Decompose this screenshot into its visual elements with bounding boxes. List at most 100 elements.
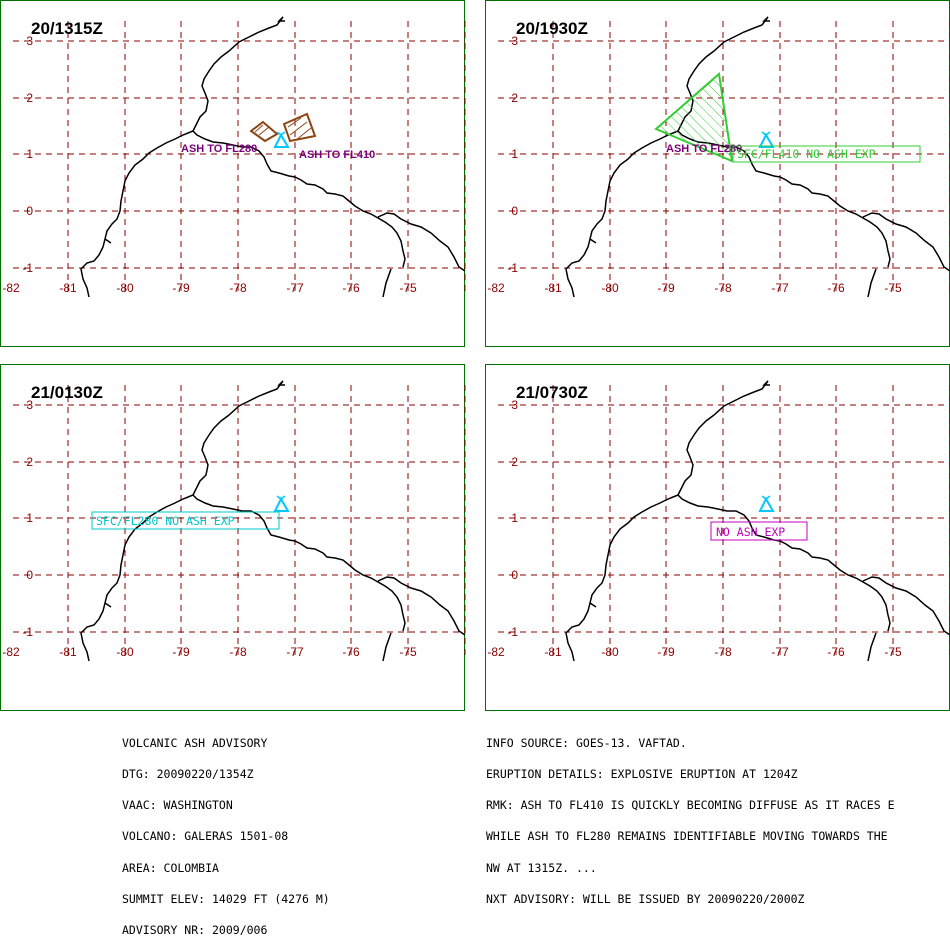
no-ash-label: SFC/FL280 NO ASH EXP (96, 514, 235, 528)
map-20-1315z: -82 -81 -80 -79 -78 -77 -76 -75 3 2 1 0 -1 ASH TO FL… (2, 16, 466, 298)
panel-20-1315z: -82 -81 -80 -79 -78 -77 -76 -75 3 2 1 0 -1 ASH TO FL… (0, 0, 466, 347)
volcano-icon (758, 495, 775, 512)
axis-tick-labels: -82 -81 -80 -79 -78 -77 -76 -75 3 2 1 0 -1 (2, 398, 417, 659)
lon-tick-label: -75 (884, 281, 902, 295)
lon-tick-label: -79 (172, 281, 190, 295)
lat-tick-label: 1 (511, 511, 518, 525)
coastline (80, 380, 466, 662)
advisory-line: VAAC: WASHINGTON (122, 798, 233, 813)
lat-tick-label: 1 (26, 511, 33, 525)
axis-tick-labels: -82 -81 -80 -79 -78 -77 -76 -75 3 2 1 0 -1 (2, 34, 417, 295)
coastline (80, 16, 466, 298)
advisory-line: INFO SOURCE: GOES-13. VAFTAD. (486, 735, 687, 750)
panel-time-title: 21/0130Z (31, 383, 103, 402)
lon-tick-label: -75 (399, 281, 417, 295)
advisory-line: NW AT 1315Z. ... (486, 860, 597, 875)
lat-lon-grid (13, 21, 466, 291)
lat-tick-label: 0 (26, 204, 33, 218)
advisory-line: VOLCANIC ASH ADVISORY (122, 735, 268, 750)
map-21-0730z: -82 -81 -80 -79 -78 -77 -76 -75 3 2 1 0 -1 NO ASH EX… (487, 380, 950, 662)
advisory-line: ERUPTION DETAILS: EXPLOSIVE ERUPTION AT … (486, 767, 798, 782)
lon-tick-label: -81 (59, 281, 77, 295)
lon-tick-label: -78 (229, 281, 247, 295)
panel-21-0130z: -82 -81 -80 -79 -78 -77 -76 -75 3 2 1 0 -1 SFC/FL280… (0, 364, 466, 711)
lon-tick-label: -75 (884, 645, 902, 659)
lat-lon-grid (498, 385, 950, 655)
lat-tick-label: 2 (511, 455, 518, 469)
lat-tick-label: 1 (26, 147, 33, 161)
volcano-icon (273, 495, 290, 512)
lon-tick-label: -76 (827, 645, 845, 659)
ash-label: ASH TO FL280 (181, 143, 257, 155)
ash-area-polygons (249, 112, 317, 143)
lon-tick-label: -80 (116, 281, 134, 295)
lon-tick-label: -77 (771, 281, 789, 295)
lat-tick-label: 1 (511, 147, 518, 161)
lon-tick-label: -82 (487, 281, 505, 295)
no-ash-label: SFC/FL410 NO ASH EXP (737, 147, 876, 161)
lat-lon-grid (13, 385, 466, 655)
lat-tick-label: 0 (511, 204, 518, 218)
lat-tick-label: -1 (22, 261, 33, 275)
advisory-line: ADVISORY NR: 2009/006 (122, 923, 268, 938)
lat-tick-label: 3 (511, 34, 518, 48)
lon-tick-label: -78 (229, 645, 247, 659)
lat-tick-label: 0 (26, 568, 33, 582)
panel-21-0730z: -82 -81 -80 -79 -78 -77 -76 -75 3 2 1 0 -1 NO ASH EX… (485, 364, 950, 711)
lon-tick-label: -77 (286, 281, 304, 295)
lat-tick-label: -1 (507, 625, 518, 639)
lon-tick-label: -76 (827, 281, 845, 295)
advisory-line: SUMMIT ELEV: 14029 FT (4276 M) (122, 891, 330, 906)
lon-tick-label: -77 (286, 645, 304, 659)
lon-tick-label: -81 (544, 645, 562, 659)
lat-tick-label: -1 (22, 625, 33, 639)
lon-tick-label: -81 (59, 645, 77, 659)
advisory-line: VOLCANO: GALERAS 1501-08 (122, 829, 289, 844)
advisory-right: INFO SOURCE: GOES-13. VAFTAD. ERUPTION D… (486, 717, 895, 915)
lon-tick-label: -80 (601, 645, 619, 659)
lat-tick-label: 2 (26, 455, 33, 469)
lon-tick-label: -78 (714, 645, 732, 659)
lon-tick-label: -82 (487, 645, 505, 659)
lat-tick-label: 3 (511, 398, 518, 412)
coastline (565, 380, 950, 662)
map-20-1930z: -82 -81 -80 -79 -78 -77 -76 -75 3 2 1 0 -1 ASH TO FL… (487, 16, 950, 298)
advisory-line: DTG: 20090220/1354Z (122, 767, 254, 782)
lon-tick-label: -82 (2, 281, 20, 295)
volcano-icon (273, 131, 290, 148)
advisory-left: VOLCANIC ASH ADVISORY DTG: 20090220/1354… (122, 717, 330, 946)
lat-tick-label: 0 (511, 568, 518, 582)
lon-tick-label: -76 (342, 645, 360, 659)
panel-time-title: 20/1930Z (516, 19, 588, 38)
lat-lon-grid (498, 21, 950, 291)
lat-tick-label: 2 (511, 91, 518, 105)
ash-label: ASH TO FL280 (666, 143, 742, 155)
volcano-icon (758, 131, 775, 148)
lon-tick-label: -82 (2, 645, 20, 659)
lon-tick-label: -77 (771, 645, 789, 659)
lon-tick-label: -79 (657, 645, 675, 659)
no-ash-label: NO ASH EXP (716, 525, 785, 539)
lon-tick-label: -76 (342, 281, 360, 295)
axis-tick-labels: -82 -81 -80 -79 -78 -77 -76 -75 3 2 1 0 -1 (487, 398, 902, 659)
panel-time-title: 20/1315Z (31, 19, 103, 38)
advisory-line: RMK: ASH TO FL410 IS QUICKLY BECOMING DI… (486, 798, 895, 813)
advisory-line: AREA: COLOMBIA (122, 860, 219, 875)
advisory-line: NXT ADVISORY: WILL BE ISSUED BY 20090220… (486, 891, 805, 906)
ash-area-polygon (654, 72, 734, 163)
lon-tick-label: -80 (116, 645, 134, 659)
lat-tick-label: -1 (507, 261, 518, 275)
lat-tick-label: 2 (26, 91, 33, 105)
panel-20-1930z: -82 -81 -80 -79 -78 -77 -76 -75 3 2 1 0 -1 ASH TO FL… (485, 0, 950, 347)
panel-time-title: 21/0730Z (516, 383, 588, 402)
coastline (565, 16, 950, 298)
lon-tick-label: -75 (399, 645, 417, 659)
lat-tick-label: 3 (26, 398, 33, 412)
lon-tick-label: -80 (601, 281, 619, 295)
lon-tick-label: -79 (657, 281, 675, 295)
advisory-line: WHILE ASH TO FL280 REMAINS IDENTIFIABLE … (486, 829, 888, 844)
lon-tick-label: -81 (544, 281, 562, 295)
lon-tick-label: -79 (172, 645, 190, 659)
lat-tick-label: 3 (26, 34, 33, 48)
axis-tick-labels: -82 -81 -80 -79 -78 -77 -76 -75 3 2 1 0 -1 (487, 34, 902, 295)
